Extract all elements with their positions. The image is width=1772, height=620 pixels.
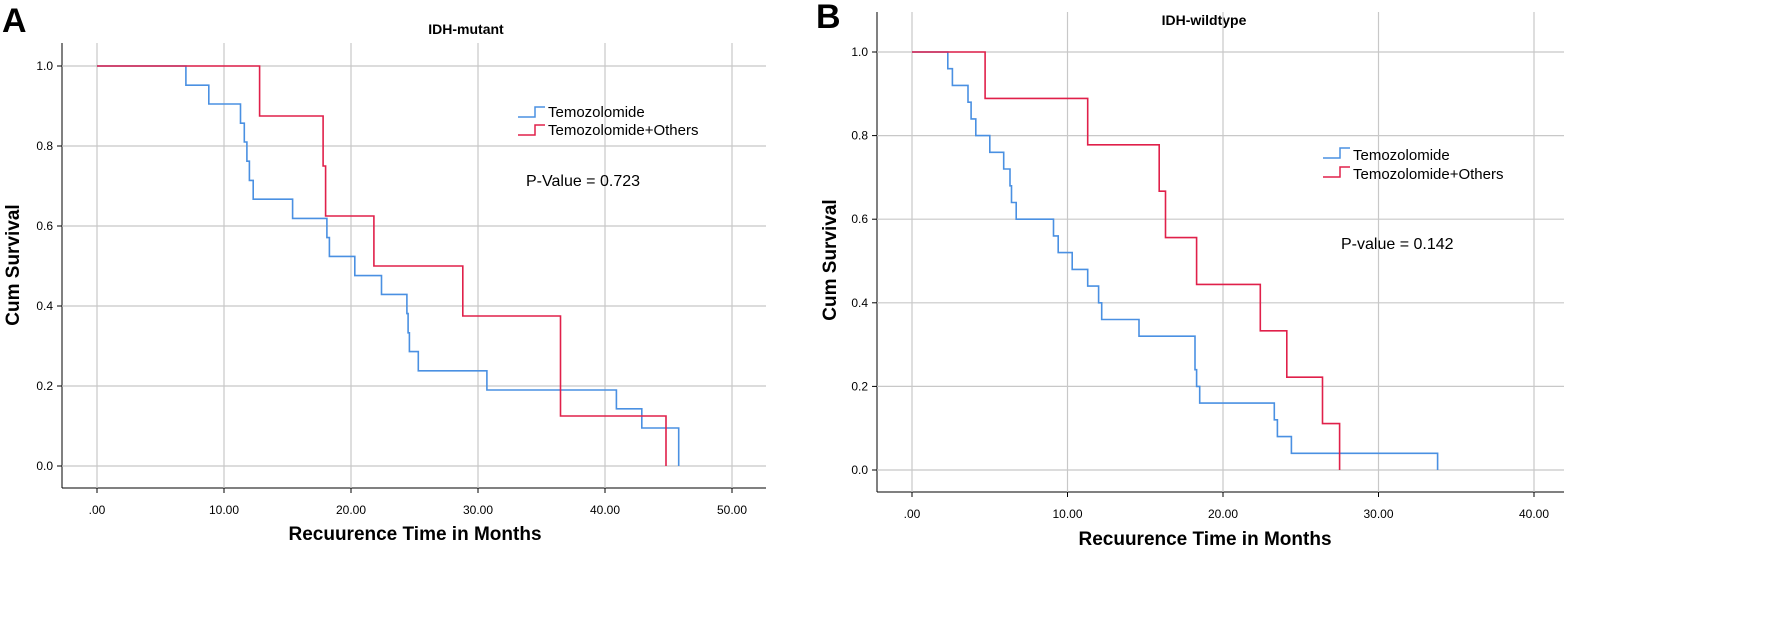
y-tick-label: 0.2 [36,379,53,393]
legend-swatch-temozolomide [1323,147,1350,159]
x-tick-label: 50.00 [717,503,747,517]
survival-curve-temozolomide [97,65,680,466]
panel-b-p-value: P-value = 0.142 [1341,236,1454,253]
y-tick-label: 0.8 [851,129,868,143]
legend-swatch-temozolomide-others [1323,166,1350,178]
panel-b: B IDH-wildtype .00 10.00 20.00 30.00 40.00 0.… [816,0,1564,550]
y-tick-label: 1.0 [851,45,868,59]
legend-label-temozolomide: Temozolomide [1353,147,1450,164]
panel-b-letter: B [816,0,841,36]
y-tick-label: 0.6 [36,219,53,233]
y-tick-label: 0.2 [851,379,868,393]
panel-b-y-axis-title: Cum Survival [820,199,841,320]
panel-b-x-axis-title: Recuurence Time in Months [1078,529,1331,550]
legend-swatch-temozolomide-others [518,124,545,136]
y-tick-label: 0.0 [851,463,868,477]
x-tick-label: 10.00 [209,503,239,517]
legend-label-temozolomide: Temozolomide [548,104,645,121]
x-tick-label: 40.00 [590,503,620,517]
y-tick-label: 0.0 [36,459,53,473]
x-tick-label: 10.00 [1052,507,1082,521]
panel-b-title: IDH-wildtype [1162,12,1247,28]
panel-a-legend: Temozolomide Temozolomide+Others [518,104,698,139]
survival-curve-temozolomide-others [912,51,1341,470]
panel-a-title: IDH-mutant [428,21,504,37]
legend-label-temozolomide-others: Temozolomide+Others [548,122,698,139]
panel-a-p-value: P-Value = 0.723 [526,173,640,190]
x-tick-label: 30.00 [463,503,493,517]
x-tick-label: .00 [904,507,921,521]
panel-b-legend: Temozolomide Temozolomide+Others [1323,147,1503,183]
panel-a-letter: A [2,2,27,40]
legend-label-temozolomide-others: Temozolomide+Others [1353,166,1503,183]
panel-a: A IDH-mutant .00 10.00 20.00 30.00 40.00 50.0… [2,2,766,545]
panel-b-plot-area: .00 10.00 20.00 30.00 40.00 0.0 0.2 0.4 0.6 0.8 1.… [851,12,1564,521]
x-tick-label: 30.00 [1363,507,1393,521]
y-tick-label: 0.8 [36,139,53,153]
panel-a-x-axis-title: Recuurence Time in Months [288,524,541,545]
x-tick-label: 20.00 [336,503,366,517]
legend-swatch-temozolomide [518,106,545,118]
survival-curve-temozolomide [912,51,1439,470]
y-tick-label: 0.4 [36,299,53,313]
panel-a-plot-area: .00 10.00 20.00 30.00 40.00 50.00 0.0 0.2 0.4 0.6… [36,43,766,517]
x-tick-label: .00 [89,503,106,517]
y-tick-label: 0.4 [851,296,868,310]
survival-curve-temozolomide-others [97,65,667,466]
y-tick-label: 1.0 [36,59,53,73]
x-tick-label: 20.00 [1208,507,1238,521]
panel-a-y-axis-title: Cum Survival [3,204,24,325]
x-tick-label: 40.00 [1519,507,1549,521]
y-tick-label: 0.6 [851,212,868,226]
